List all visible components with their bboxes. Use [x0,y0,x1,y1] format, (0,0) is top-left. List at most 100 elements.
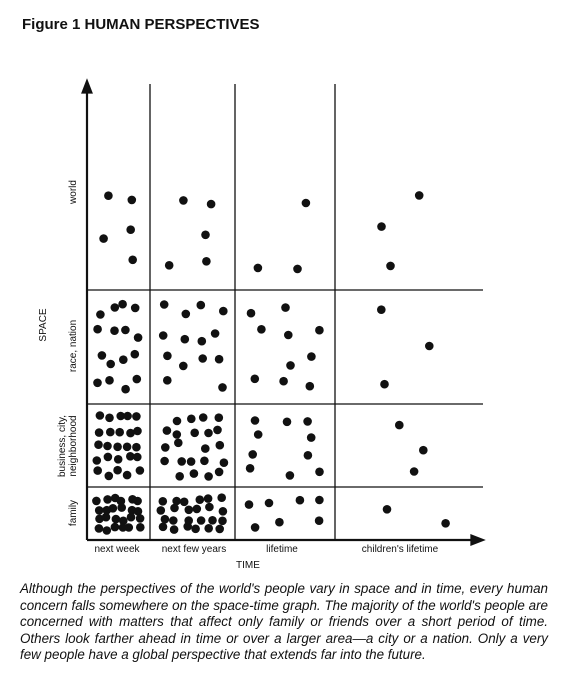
dot [118,523,128,532]
dot [196,300,206,310]
dot [133,333,143,342]
figure-title: Figure 1 HUMAN PERSPECTIVES [22,16,260,33]
dot [126,428,135,438]
dot [104,471,114,481]
dot [315,325,324,335]
y-arrow [81,78,93,94]
dot [126,452,135,461]
dot [117,503,126,512]
dot [293,264,302,274]
dot [386,261,395,271]
row-label: world [68,180,79,205]
dot [295,495,305,505]
dot [174,438,183,448]
dot [305,381,315,391]
dot [106,359,115,369]
dot [113,465,122,475]
dot [105,413,114,423]
dot [162,426,172,435]
dot [135,514,145,523]
dot [253,263,263,273]
dot [409,467,419,476]
dot [197,336,207,346]
caption: Although the perspectives of the world's… [20,581,548,663]
dot [377,222,386,231]
dot [184,516,193,525]
dot [135,466,145,475]
dot [179,196,188,205]
dot [126,225,135,234]
dot [122,470,132,480]
x-arrow [470,534,486,546]
x-axis-label: TIME [236,560,260,571]
dot [102,505,112,515]
dot [103,452,113,462]
dot [95,514,104,524]
dot [92,456,102,465]
dot [179,361,188,371]
column-label: children's lifetime [362,544,439,555]
dot [284,330,293,340]
dot [377,305,386,315]
row-label: neighborhood [68,415,79,476]
dot [195,495,205,505]
dot [184,505,194,515]
dot [175,472,184,481]
dot [215,440,225,450]
dot [119,355,128,365]
dot [208,516,217,525]
dot [164,261,174,270]
y-axis-label: SPACE [38,308,49,341]
dot [163,351,172,361]
dot [169,516,178,525]
dot [96,310,105,319]
dot [246,308,256,318]
row-label: business, city, [57,415,68,477]
dot [213,425,222,435]
dot [204,472,213,481]
dot [110,326,119,336]
dot [191,524,200,534]
dot [94,524,104,533]
dot [380,379,389,389]
dot [253,430,263,439]
dots [92,191,450,535]
dot [172,496,181,506]
dot [286,361,295,370]
dot [110,303,120,312]
row-label: race, nation [68,320,79,372]
dot [275,517,284,527]
dot [103,495,112,504]
dot [201,444,210,453]
dot [218,516,227,526]
dot [250,523,260,532]
dot [94,428,104,437]
dot [301,198,311,208]
dot [204,524,213,533]
dot [103,441,112,451]
dot [419,445,428,455]
dot [95,411,105,420]
dot [303,417,312,426]
column-label: next week [94,544,140,555]
dot [198,413,208,422]
dot [382,505,392,514]
dot [160,514,170,524]
dot [97,351,107,360]
dot [204,428,213,438]
dot [170,503,179,513]
dot [122,442,132,452]
column-label: next few years [162,544,226,555]
dot [214,467,224,477]
dot [123,411,132,421]
dot [215,524,224,534]
dot [190,428,199,438]
dot [395,420,404,430]
dot [132,442,141,452]
dot [264,498,274,508]
dot [163,376,172,385]
dot [180,334,190,344]
dot [136,523,145,532]
dot [219,458,229,468]
